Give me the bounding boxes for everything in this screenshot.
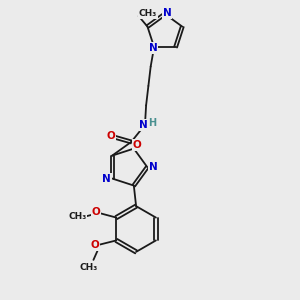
Text: N: N [148, 162, 157, 172]
Text: CH₃: CH₃ [80, 263, 98, 272]
Text: O: O [90, 240, 99, 250]
Text: CH₃: CH₃ [68, 212, 87, 221]
Text: N: N [163, 8, 172, 18]
Text: H: H [148, 118, 156, 128]
Text: O: O [133, 140, 142, 150]
Text: O: O [106, 131, 115, 141]
Text: N: N [102, 173, 111, 184]
Text: O: O [92, 207, 100, 217]
Text: N: N [140, 120, 148, 130]
Text: N: N [148, 43, 157, 53]
Text: CH₃: CH₃ [139, 9, 157, 18]
